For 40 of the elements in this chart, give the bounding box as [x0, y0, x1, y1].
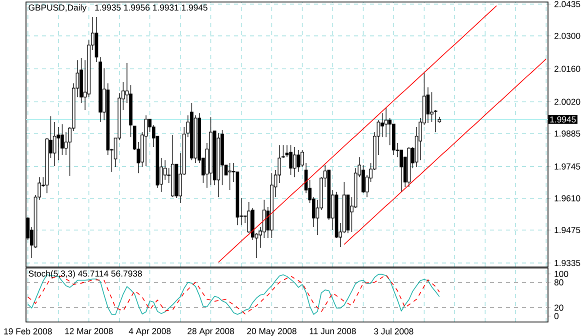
candlestick [292, 146, 296, 178]
candlestick [430, 92, 434, 122]
candlestick [362, 164, 365, 194]
candlestick [144, 114, 148, 166]
y-tick-label: 2.0160 [554, 66, 580, 72]
candlestick [64, 132, 68, 156]
chart-title: Stoch(5,3,3) 45.7114 56.7938 [28, 270, 142, 278]
candlestick [228, 162, 232, 190]
x-tick-label: 3 Jul 2008 [374, 328, 414, 334]
y-tick-label: 100 [554, 270, 568, 277]
candlestick [426, 86, 430, 124]
candlestick [262, 200, 266, 238]
x-tick-label: 19 Feb 2008 [4, 328, 52, 334]
y-tick-label: 1.9475 [554, 226, 580, 234]
y-tick-label: 1.9745 [554, 163, 580, 170]
ref-line-label: 1.9945 [550, 116, 576, 123]
y-tick-label: 2.0300 [554, 32, 580, 39]
candlestick [163, 160, 167, 180]
y-tick-label: 20 [554, 304, 564, 311]
candlestick [247, 202, 251, 234]
y-tick-label: 2.0020 [554, 98, 580, 105]
candlestick [289, 144, 292, 176]
candlestick [296, 150, 300, 172]
x-tick-label: 28 Apr 2008 [188, 328, 234, 336]
y-tick-label: 1.9610 [554, 195, 580, 202]
y-tick-label: 1.9885 [554, 130, 580, 137]
candlestick [52, 122, 56, 166]
chart-title: GBPUSD,Daily [28, 4, 87, 12]
y-tick-label: 1.9335 [554, 260, 580, 266]
x-tick-label: 20 May 2008 [247, 328, 296, 336]
x-tick-label: 11 Jun 2008 [310, 328, 356, 334]
candlestick [282, 144, 285, 158]
y-tick-label: 2.0435 [554, 1, 580, 8]
candlestick [434, 110, 438, 132]
chart-subtitle: 1.9935 1.9956 1.9931 1.9945 [95, 4, 208, 11]
x-tick-label: 4 Apr 2008 [128, 328, 171, 336]
y-tick-label: 0 [554, 313, 559, 320]
candlestick [60, 124, 64, 156]
x-tick-label: 12 Mar 2008 [65, 328, 113, 334]
y-tick-label: 80 [554, 279, 564, 286]
